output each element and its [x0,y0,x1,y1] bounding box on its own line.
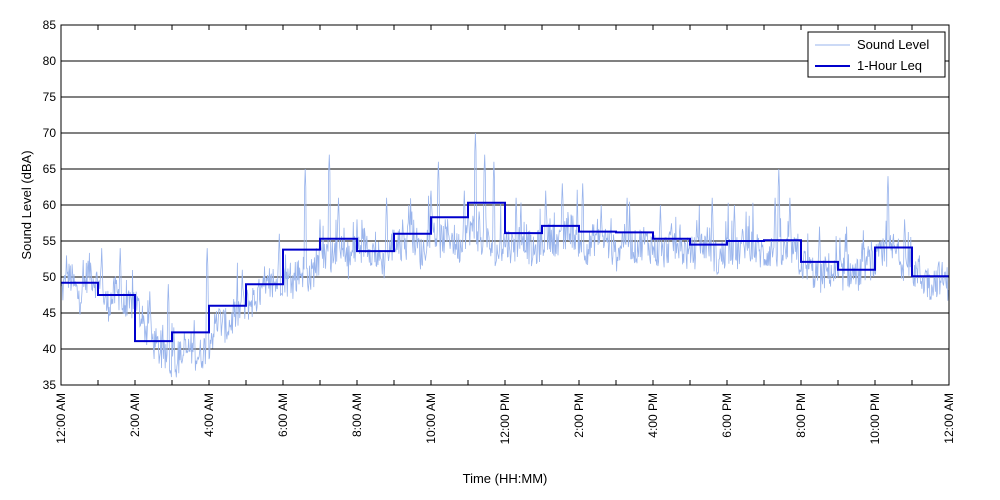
x-tick-label: 12:00 PM [498,393,512,444]
x-tick-label: 4:00 AM [202,393,216,437]
y-axis-ticks: 35 40 45 50 55 60 65 70 75 80 85 [43,18,57,392]
y-tick-label: 65 [43,162,57,176]
sound-level-line [60,132,950,378]
x-tick-label: 6:00 PM [720,393,734,438]
y-tick-label: 70 [43,126,57,140]
x-tick-label: 6:00 AM [276,393,290,437]
x-tick-label: 2:00 AM [128,393,142,437]
legend: Sound Level 1-Hour Leq [807,31,946,78]
y-tick-label: 60 [43,198,57,212]
x-tick-label: 12:00 AM [942,393,956,444]
legend-label-leq: 1-Hour Leq [857,58,922,73]
leq-step-line [61,201,949,343]
y-tick-label: 50 [43,270,57,284]
leq-series [61,201,949,343]
y-tick-label: 75 [43,90,57,104]
legend-label-sound-level: Sound Level [857,37,929,52]
y-tick-label: 35 [43,378,57,392]
x-tick-label: 12:00 AM [54,393,68,444]
y-tick-label: 85 [43,18,57,32]
x-tick-label: 10:00 AM [424,393,438,444]
x-axis-title: Time (HH:MM) [463,471,548,486]
y-tick-label: 45 [43,306,57,320]
x-axis-ticks: 12:00 AM 2:00 AM 4:00 AM 6:00 AM 8:00 AM 10:0… [54,25,956,444]
x-tick-label: 10:00 PM [868,393,882,444]
plot-frame [60,24,950,386]
y-tick-label: 40 [43,342,57,356]
legend-box [807,31,946,78]
y-tick-label: 80 [43,54,57,68]
sound-level-series [60,132,950,378]
x-tick-label: 2:00 PM [572,393,586,438]
y-tick-label: 55 [43,234,57,248]
x-tick-label: 8:00 PM [794,393,808,438]
x-tick-label: 8:00 AM [350,393,364,437]
x-tick-label: 4:00 PM [646,393,660,438]
y-axis-title: Sound Level (dBA) [19,150,34,259]
